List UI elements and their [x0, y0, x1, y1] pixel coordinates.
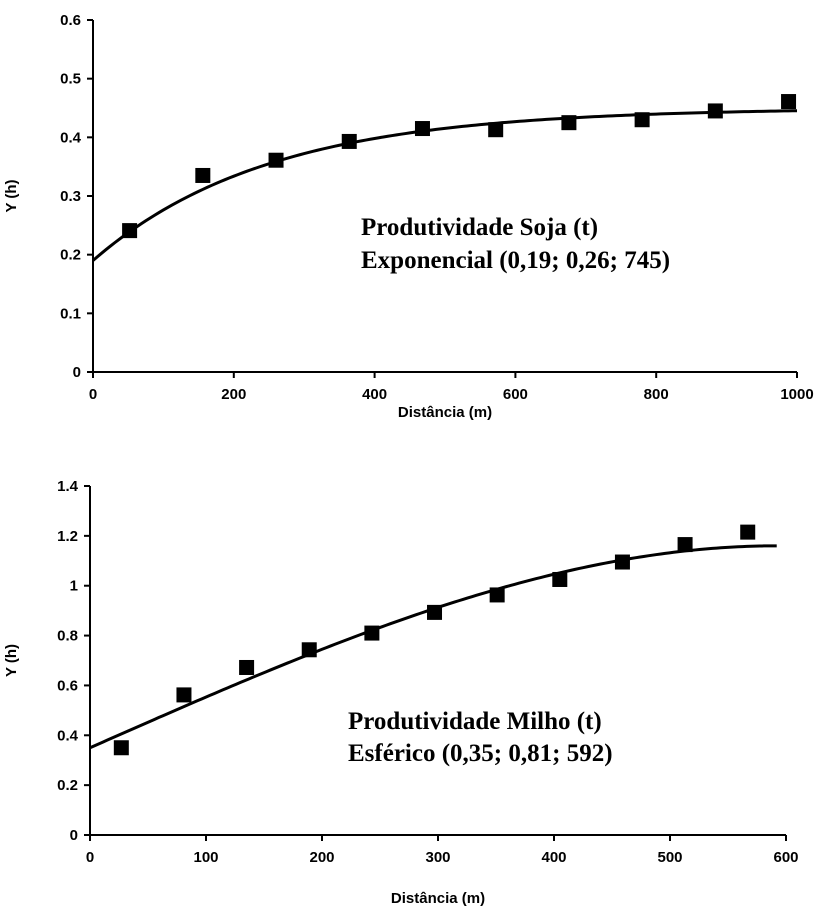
model-curve	[92, 109, 798, 262]
x-tick-label: 1000	[780, 386, 813, 403]
y-tick-label: 1	[70, 578, 78, 595]
x-axis-title: Distância (m)	[391, 890, 485, 907]
data-point	[176, 687, 192, 703]
y-tick-label: 0.2	[57, 777, 78, 794]
data-point	[677, 537, 693, 553]
y-tick-label: 1.2	[57, 528, 78, 545]
y-tick-label: 0.8	[57, 628, 78, 645]
y-tick-labels: 0 0.1 0.2 0.3 0.4 0.5 0.6	[60, 12, 82, 381]
y-tick-label: 0.3	[60, 188, 81, 205]
milho-chart: 0 0.2 0.4 0.6 0.8 1 1.2 1.4 0 100 200 30…	[3, 478, 799, 907]
data-points	[122, 94, 797, 239]
data-point	[561, 115, 577, 131]
x-tick-label: 100	[193, 849, 218, 866]
x-tick-label: 400	[541, 849, 566, 866]
axes	[87, 19, 798, 378]
y-axis-title: Y (h)	[3, 644, 20, 677]
data-point	[552, 571, 568, 587]
data-point	[122, 223, 138, 239]
y-axis-title: Y (h)	[3, 179, 20, 212]
y-tick-labels: 0 0.2 0.4 0.6 0.8 1 1.2 1.4	[57, 478, 79, 844]
y-tick-label: 0.6	[57, 677, 78, 694]
axes	[84, 485, 787, 841]
data-point	[488, 122, 504, 138]
y-tick-label: 0.1	[60, 305, 81, 322]
x-axis-title: Distância (m)	[398, 404, 492, 421]
x-tick-label: 600	[773, 849, 798, 866]
data-point	[427, 604, 443, 620]
x-tick-labels: 0 100 200 300 400 500 600	[86, 849, 799, 866]
x-tick-label: 0	[89, 386, 97, 403]
y-tick-label: 0	[73, 364, 81, 381]
chart-annotation-line-2: Exponencial (0,19; 0,26; 745)	[361, 247, 670, 274]
data-point	[614, 554, 630, 570]
data-point	[341, 133, 357, 149]
x-tick-labels: 0 200 400 600 800 1000	[89, 386, 814, 403]
chart-annotation-line-1: Produtividade Soja (t)	[361, 214, 598, 241]
y-tick-label: 0.6	[60, 12, 81, 29]
data-point	[740, 524, 756, 540]
data-point	[707, 103, 723, 119]
x-tick-label: 0	[86, 849, 94, 866]
x-tick-label: 300	[425, 849, 450, 866]
data-point	[781, 94, 797, 110]
chart-annotation-line-1: Produtividade Milho (t)	[348, 708, 602, 735]
data-points	[113, 524, 756, 756]
soja-chart: 0 0.1 0.2 0.3 0.4 0.5 0.6 0 200 400 600 …	[3, 12, 814, 421]
data-point	[364, 625, 380, 641]
x-tick-label: 800	[644, 386, 669, 403]
data-point	[414, 121, 430, 137]
data-point	[239, 659, 255, 675]
x-tick-label: 500	[657, 849, 682, 866]
data-point	[268, 152, 284, 168]
data-point	[301, 642, 317, 658]
y-tick-label: 1.4	[57, 478, 79, 495]
y-tick-label: 0.4	[57, 727, 79, 744]
x-tick-label: 200	[309, 849, 334, 866]
x-tick-label: 600	[503, 386, 528, 403]
data-point	[195, 167, 211, 183]
data-point	[634, 112, 650, 128]
data-point	[113, 740, 129, 756]
y-tick-label: 0.4	[60, 129, 82, 146]
chart-annotation-line-2: Esférico (0,35; 0,81; 592)	[348, 740, 613, 767]
data-point	[489, 587, 505, 603]
y-tick-label: 0.5	[60, 71, 81, 88]
x-tick-label: 200	[221, 386, 246, 403]
x-tick-label: 400	[362, 386, 387, 403]
y-tick-label: 0	[70, 827, 78, 844]
y-tick-label: 0.2	[60, 247, 81, 264]
